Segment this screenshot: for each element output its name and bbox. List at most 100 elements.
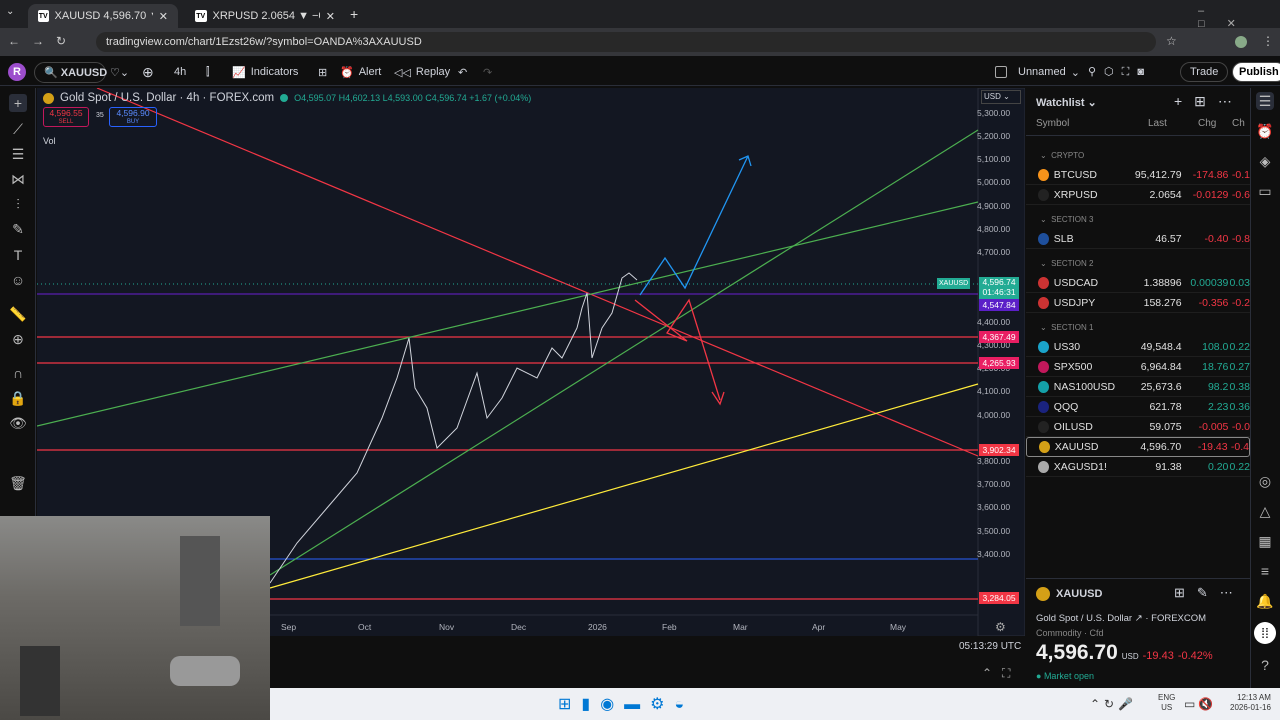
bell-icon[interactable]: 🔔 — [1256, 593, 1274, 609]
watchlist-title[interactable]: Watchlist ⌄ — [1036, 97, 1097, 109]
watchlist-row[interactable]: USDJPY 158.276 -0.356 -0.2 — [1026, 293, 1250, 313]
watchlist-row[interactable]: QQQ 621.78 2.23 0.36 — [1026, 397, 1250, 417]
panel-toggle-icons[interactable]: ⌃⛶ — [982, 666, 1021, 680]
crosshair-icon[interactable]: + — [9, 94, 27, 112]
watchlist-row[interactable]: NAS100USD 25,673.6 98.2 0.38 — [1026, 377, 1250, 397]
url-field[interactable]: tradingview.com/chart/1Ezst26w/?symbol=O… — [96, 32, 1156, 52]
close-icon[interactable]: ✕ — [158, 10, 168, 23]
undo-icon[interactable]: ↶ — [458, 66, 468, 79]
calendar-icon[interactable]: ▦ — [1258, 533, 1272, 549]
chart-toolbar: R 🔍 XAUUSD ♡⌄ ⊕ 4h ⫿ 📈 Indicators ⊞ ⏰ Aler… — [0, 58, 1280, 86]
watchlist-row[interactable]: XAUUSD 4,596.70 -19.43 -0.4 — [1026, 437, 1250, 457]
replay-button[interactable]: ◁◁ Replay — [394, 66, 451, 79]
symbol-logo-icon — [1038, 232, 1049, 245]
user-avatar[interactable]: R — [8, 63, 26, 81]
interval-button[interactable]: 4h — [174, 66, 187, 78]
arrow-blue-1 — [639, 155, 749, 296]
candles-icon[interactable]: ⫿ — [206, 65, 210, 78]
watchlist-panel: Watchlist ⌄ +⊞⋯ Symbol Last Chg Ch ⌄ CRY… — [1026, 88, 1250, 688]
channel-lower — [269, 129, 979, 576]
new-tab-button[interactable]: + — [350, 6, 359, 22]
pattern-icon[interactable]: △ — [1259, 503, 1271, 519]
settings-icon[interactable]: ⚙ — [995, 620, 1006, 634]
magnet-icon[interactable]: ∩ — [12, 365, 24, 381]
buy-button[interactable]: 4,596.90 BUY — [109, 107, 157, 127]
menu-icon[interactable]: ⋮ — [1262, 34, 1274, 48]
watchlist-row[interactable]: OILUSD 59.075 -0.005 -0.0 — [1026, 417, 1250, 437]
sell-button[interactable]: 4,596.55 SELL — [43, 107, 89, 127]
section-header[interactable]: ⌄ SECTION 3 — [1040, 215, 1094, 224]
details-actions[interactable]: ⊞✎⋯ — [1174, 585, 1245, 600]
chart-legend: Gold Spot / U.S. Dollar · 4h · FOREX.com… — [43, 92, 531, 104]
alert-button[interactable]: ⏰ Alert — [340, 66, 382, 79]
trendline-icon[interactable]: ⟋ — [13, 121, 23, 137]
watchlist-header: Symbol Last Chg Ch — [1026, 118, 1250, 136]
bookmark-star-icon[interactable]: ☆ — [1166, 34, 1177, 48]
compare-add-icon[interactable]: ⊕ — [142, 63, 154, 80]
watchlist-row[interactable]: US30 49,548.4 108.0 0.22 — [1026, 337, 1250, 357]
symbol-search[interactable]: 🔍 XAUUSD — [34, 61, 107, 83]
templates-icon[interactable]: ⊞ — [318, 66, 328, 79]
layers-icon[interactable]: ◈ — [1259, 153, 1271, 169]
indicators-button[interactable]: 📈 Indicators — [232, 66, 299, 79]
layout-button[interactable]: Unnamed ⌄ — [995, 58, 1080, 86]
watchlist-icon[interactable]: ☰ — [1256, 92, 1274, 110]
chat-icon[interactable]: ▭ — [1258, 183, 1272, 199]
quick-tools[interactable]: ⚲⬡⛶◙ — [1088, 66, 1153, 78]
alerts-clock-icon[interactable]: ⏰ — [1256, 123, 1274, 139]
tray-volume-icon[interactable]: ▭🔇 — [1184, 697, 1217, 711]
watchlist-row[interactable]: XAGUSD1! 91.38 0.20 0.22 — [1026, 457, 1250, 477]
publish-button[interactable]: Publish — [1232, 62, 1280, 82]
redo-icon[interactable]: ↷ — [483, 66, 493, 79]
watchlist-row[interactable]: BTCUSD 95,412.79 -174.86 -0.1 — [1026, 165, 1250, 185]
taskbar-apps[interactable]: ⊞▮◉▬⚙◒ — [558, 696, 695, 713]
arrow-red — [634, 298, 721, 401]
pattern-icon[interactable]: ⋈ — [11, 171, 25, 187]
watchlist-row[interactable]: XRPUSD 2.0654 -0.0129 -0.6 — [1026, 185, 1250, 205]
target-icon[interactable]: ◎ — [1258, 473, 1272, 489]
watchlist-row[interactable]: SLB 46.57 -0.40 -0.8 — [1026, 229, 1250, 249]
projection-icon[interactable]: ⫶ — [16, 196, 20, 212]
system-clock[interactable]: 12:13 AM 2026-01-16 — [1230, 693, 1271, 712]
watchlist-row[interactable]: SPX500 6,964.84 18.76 0.27 — [1026, 357, 1250, 377]
volume-legend[interactable]: Vol — [43, 136, 56, 146]
price-axis-label: 5,200.00 — [977, 130, 1011, 141]
language-indicator[interactable]: ENG US — [1158, 693, 1176, 712]
watchlist-row[interactable]: USDCAD 1.38896 0.00039 0.03 — [1026, 273, 1250, 293]
profile-avatar[interactable] — [1235, 36, 1247, 48]
symbol-logo-icon — [1038, 168, 1049, 181]
window-controls[interactable]: –□✕ — [1198, 5, 1258, 30]
eye-icon[interactable]: 👁 — [9, 415, 27, 431]
utc-clock[interactable]: 05:13:29 UTC — [959, 641, 1022, 652]
help-icon[interactable]: ? — [1261, 657, 1269, 673]
arrow-red-tip — [711, 391, 725, 406]
zoom-icon[interactable]: ⊕ — [12, 331, 24, 347]
ruler-icon[interactable]: 📏 — [9, 306, 27, 322]
nav-buttons[interactable]: ←→↻ — [8, 34, 79, 48]
apps-grid-icon[interactable]: ⁞⁞ — [1254, 622, 1276, 644]
trade-button[interactable]: Trade — [1180, 62, 1229, 82]
fib-icon[interactable]: ☰ — [11, 146, 25, 162]
lock-icon[interactable]: 🔒 — [9, 390, 27, 406]
currency-select[interactable]: USD ⌄ — [981, 90, 1021, 104]
tab-search-icon[interactable]: ⌄ — [6, 6, 15, 17]
brush-icon[interactable]: ✎ — [12, 221, 24, 237]
section-header[interactable]: ⌄ CRYPTO — [1040, 151, 1085, 160]
close-icon[interactable]: ✕ — [325, 10, 335, 23]
section-header[interactable]: ⌄ SECTION 1 — [1040, 323, 1094, 332]
tray-icons[interactable]: ⌃↻🎤 — [1090, 697, 1138, 711]
watchlist-actions[interactable]: +⊞⋯ — [1174, 93, 1244, 109]
trash-icon[interactable]: 🗑 — [9, 475, 27, 491]
symbol-logo-icon — [1038, 340, 1049, 353]
time-axis-label: Nov — [439, 622, 455, 632]
section-header[interactable]: ⌄ SECTION 2 — [1040, 259, 1094, 268]
emoji-icon[interactable]: ☺ — [10, 272, 26, 288]
scanner-icon[interactable]: ≡ — [1260, 563, 1270, 579]
alert-icon: ⏰ — [340, 66, 354, 79]
favorite-icon[interactable]: ♡⌄ — [110, 66, 130, 79]
price-axis-label: 3,700.00 — [977, 479, 1011, 490]
text-icon[interactable]: T — [13, 247, 23, 263]
last-price-tag: 4,596.74 01:46:31 — [979, 277, 1019, 299]
